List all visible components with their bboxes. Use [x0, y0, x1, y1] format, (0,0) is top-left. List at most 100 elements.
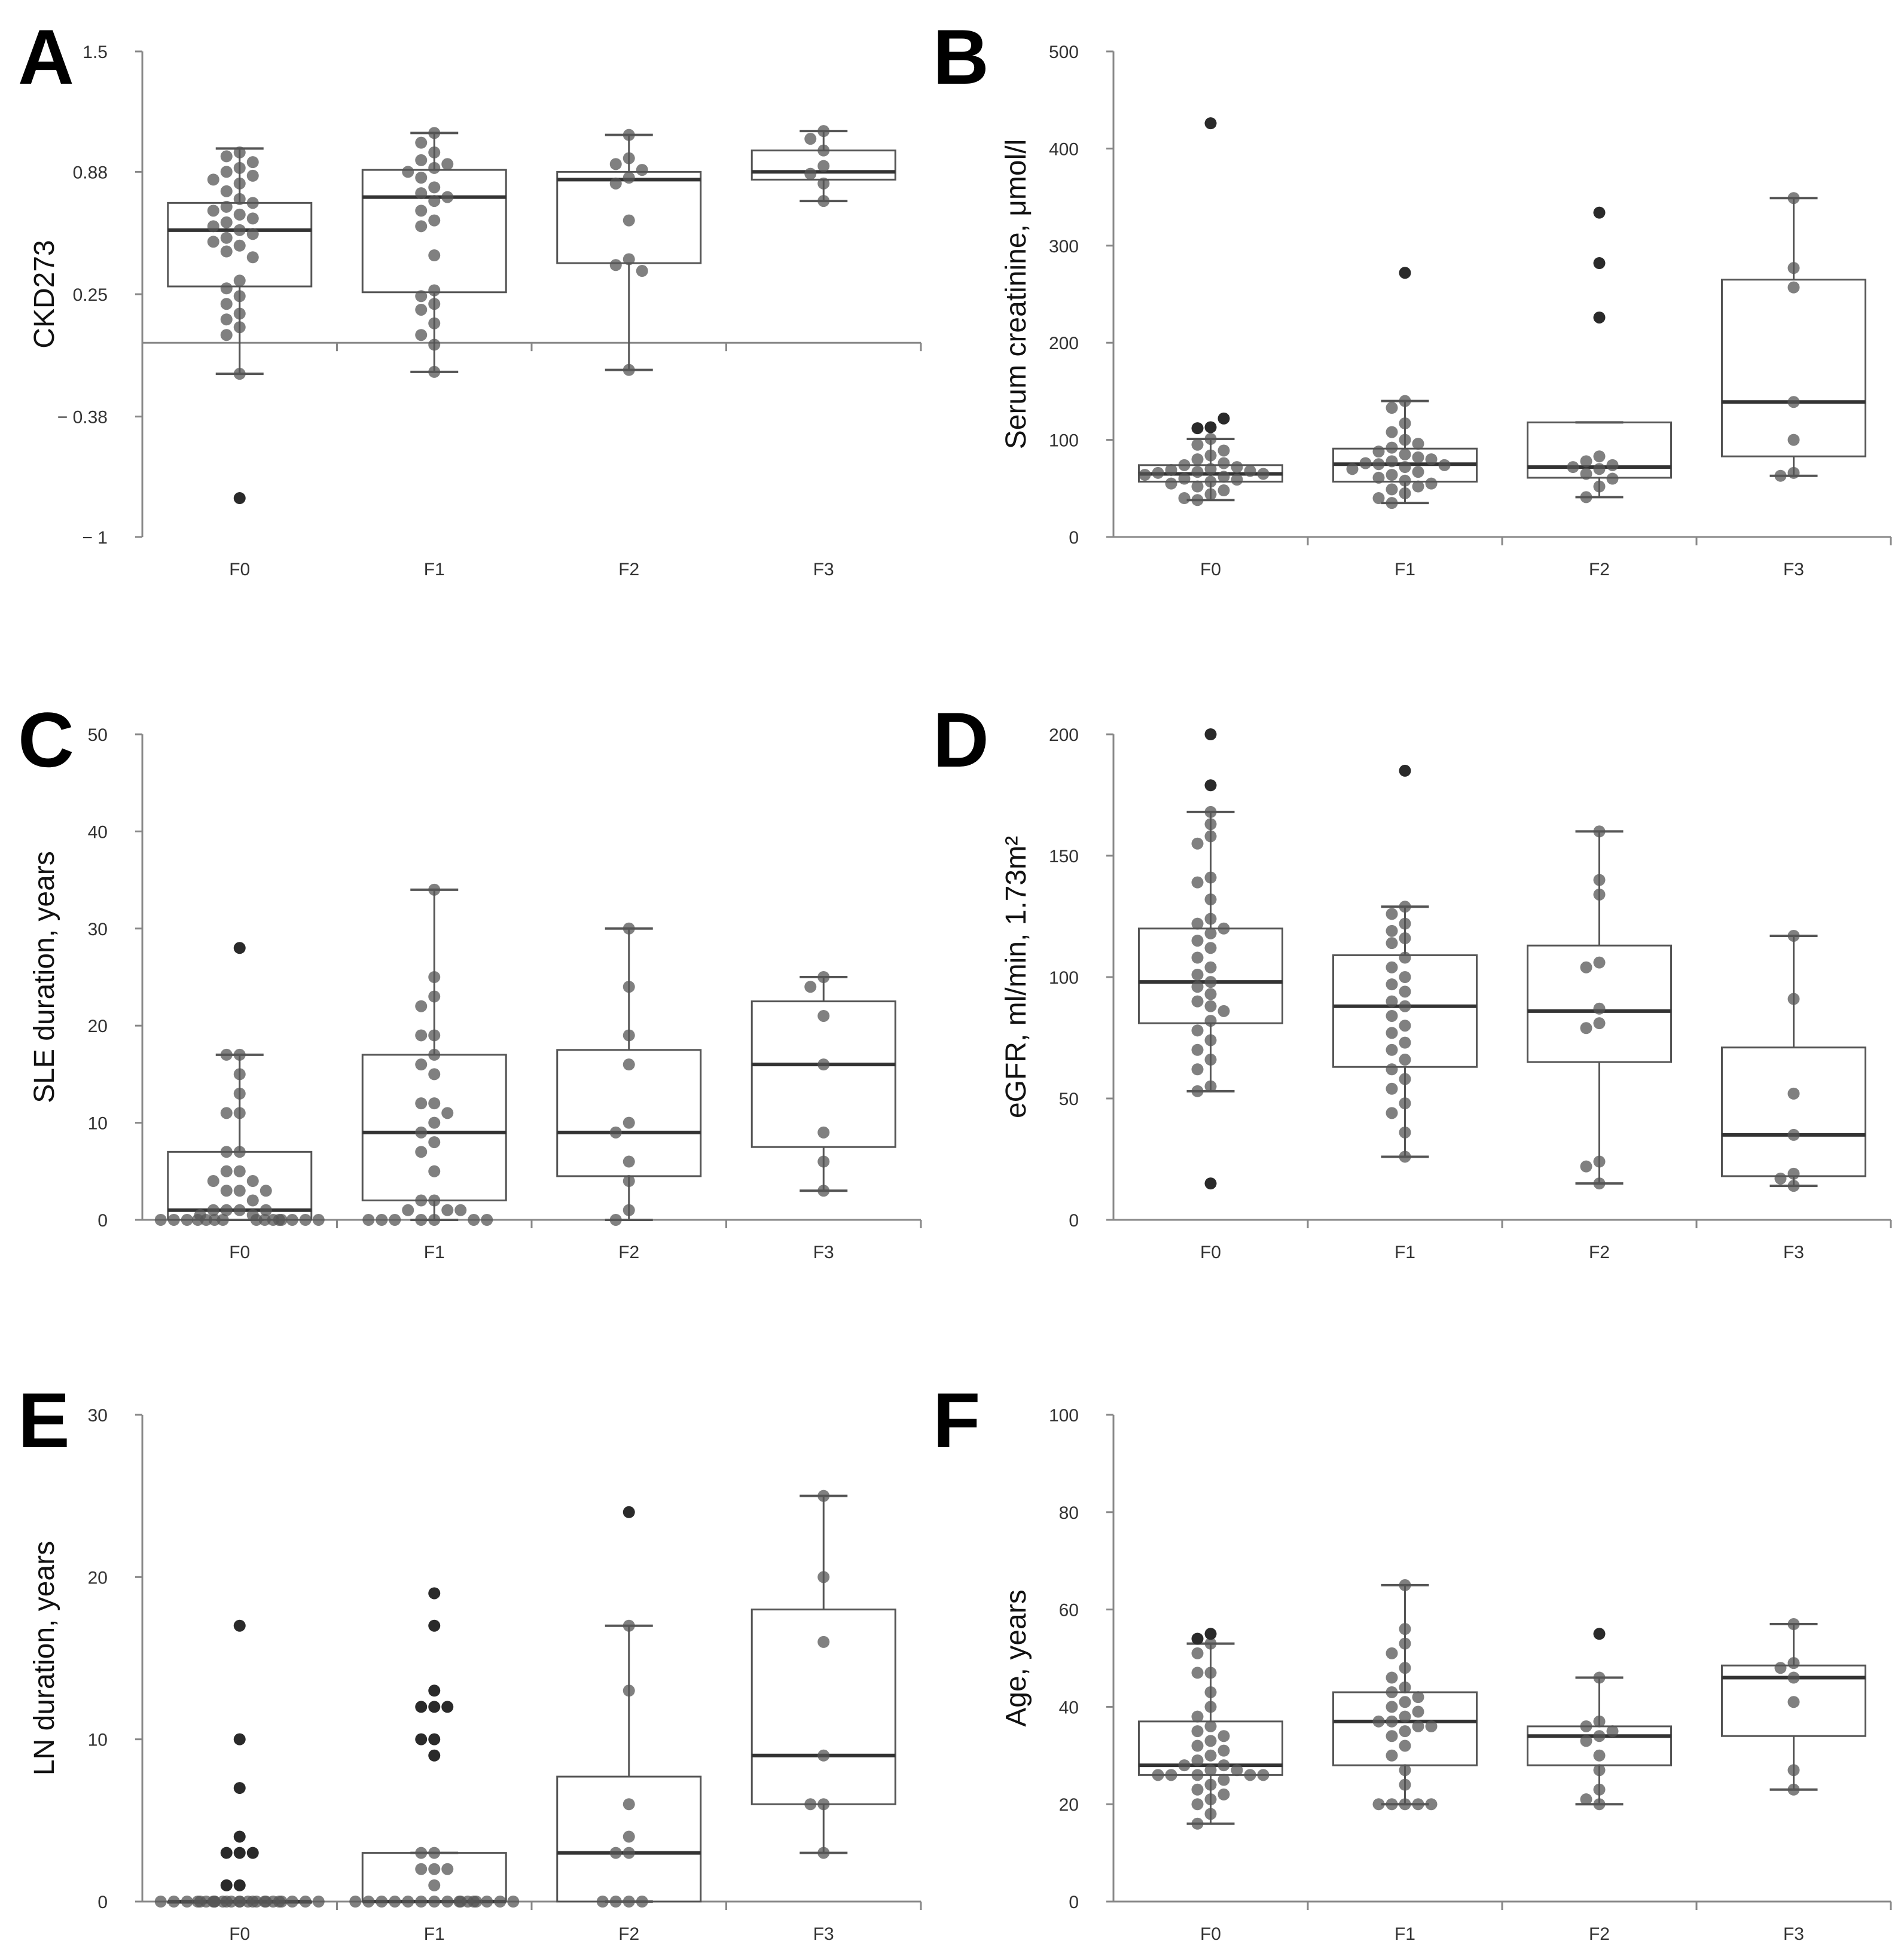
data-point [1593, 1155, 1606, 1168]
data-point [817, 177, 830, 190]
data-point [415, 1029, 428, 1042]
data-point [441, 1896, 454, 1908]
data-point [389, 1896, 401, 1908]
data-point [428, 1847, 441, 1859]
y-tick-label: 40 [88, 822, 108, 842]
y-tick-label: 0.88 [73, 163, 108, 182]
outlier-point [1593, 257, 1606, 270]
data-point [1191, 1754, 1204, 1766]
data-point [1593, 1715, 1606, 1728]
data-point [1139, 469, 1151, 481]
data-point [1386, 1082, 1398, 1095]
data-point [428, 317, 441, 329]
data-point [1412, 480, 1424, 493]
y-tick-label: 300 [1049, 237, 1079, 257]
y-axis-label: SLE duration, years [29, 851, 60, 1103]
data-point [1787, 993, 1800, 1005]
data-point [1386, 1027, 1398, 1039]
data-point [1204, 1637, 1217, 1650]
data-point [1191, 1647, 1204, 1659]
data-point [1399, 1036, 1411, 1049]
outlier-point [1399, 764, 1411, 777]
data-point [623, 1896, 635, 1908]
data-point [415, 1000, 428, 1012]
data-point [1580, 491, 1592, 503]
data-point [623, 1204, 635, 1216]
data-point [415, 1194, 428, 1207]
data-point [1412, 466, 1424, 478]
data-point [1386, 978, 1398, 991]
outlier-point [220, 1879, 233, 1891]
data-point [233, 1087, 246, 1100]
data-point [233, 274, 246, 287]
group-F2: F2 [556, 129, 702, 579]
data-point [428, 161, 441, 174]
data-point [1787, 1671, 1800, 1684]
data-point [441, 158, 454, 170]
data-point [415, 1126, 428, 1139]
data-point [481, 1214, 493, 1226]
data-point [623, 1029, 635, 1042]
data-point [1386, 1671, 1398, 1684]
data-point [233, 290, 246, 303]
data-point [1399, 1000, 1411, 1012]
data-point [1593, 480, 1606, 493]
data-point [1178, 1759, 1191, 1772]
data-point [428, 1029, 441, 1042]
data-point [1386, 1701, 1398, 1713]
data-point [1204, 942, 1217, 954]
y-tick-label: 200 [1049, 725, 1079, 745]
data-point [596, 1896, 609, 1908]
data-point [428, 883, 441, 896]
data-point [1399, 1623, 1411, 1635]
y-axis-label: eGFR, ml/min, 1.73m² [1000, 836, 1032, 1118]
data-point [428, 146, 441, 158]
data-point [1787, 281, 1800, 294]
data-point [258, 1896, 271, 1908]
data-point [428, 1165, 441, 1177]
data-point [220, 1165, 233, 1177]
data-point [233, 1146, 246, 1158]
data-point [1787, 1657, 1800, 1670]
data-point [1593, 463, 1606, 475]
y-tick-label: 100 [1049, 1406, 1079, 1426]
data-point [1412, 1798, 1424, 1811]
data-point [349, 1896, 362, 1908]
group-F3: F3 [750, 971, 896, 1262]
data-point [428, 195, 441, 207]
panel-E: E LN duration, years 30 20 10 0 F0 F1 F2 F3 [18, 1377, 922, 1944]
data-point [415, 136, 428, 149]
y-tick-label: 30 [88, 1406, 108, 1426]
panel-letter: C [18, 696, 74, 783]
data-point [299, 1214, 312, 1226]
data-point [1386, 961, 1398, 974]
data-point [1191, 876, 1204, 889]
outlier-point [428, 1684, 441, 1697]
data-point [609, 158, 622, 170]
data-point [1204, 927, 1217, 939]
data-point [225, 1896, 237, 1908]
outlier-point [441, 1701, 454, 1713]
outlier-point [233, 492, 246, 505]
data-point [1372, 1715, 1385, 1728]
outlier-point [1593, 311, 1606, 324]
data-point [804, 167, 817, 180]
outlier-point [233, 1879, 246, 1891]
data-point [1399, 395, 1411, 407]
outlier-point [428, 1701, 441, 1713]
y-tick-label: 10 [88, 1114, 108, 1134]
data-point [636, 1896, 648, 1908]
outlier-point [428, 1619, 441, 1632]
data-point [1567, 461, 1579, 474]
outlier-point [1593, 206, 1606, 219]
group-F1: F1 [361, 883, 507, 1262]
data-point [609, 259, 622, 271]
data-point [428, 1068, 441, 1081]
x-tick-label: F1 [424, 560, 445, 579]
data-point [1787, 1764, 1800, 1777]
data-point [494, 1896, 506, 1908]
data-point [1204, 805, 1217, 818]
data-point [1218, 1759, 1230, 1772]
data-point [250, 1896, 263, 1908]
